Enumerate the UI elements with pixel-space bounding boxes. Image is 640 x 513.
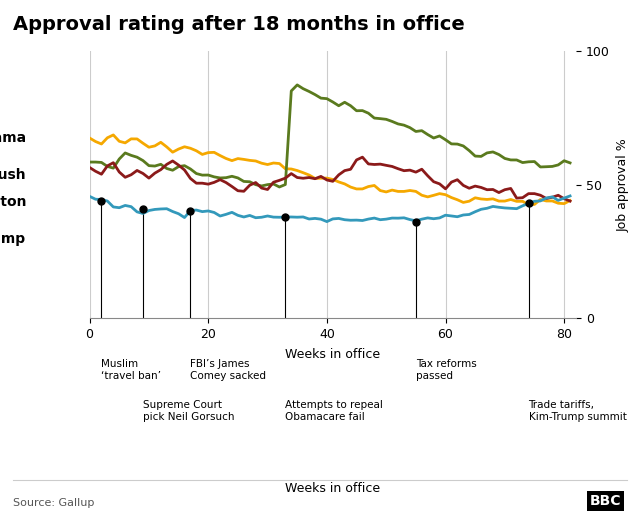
Text: Obama: Obama [0, 131, 26, 145]
Text: Trade tariffs,
Kim-Trump summit: Trade tariffs, Kim-Trump summit [529, 400, 627, 422]
Text: Supreme Court
pick Neil Gorsuch: Supreme Court pick Neil Gorsuch [143, 400, 234, 422]
Text: Clinton: Clinton [0, 195, 26, 209]
Text: Attempts to repeal
Obamacare fail: Attempts to repeal Obamacare fail [285, 400, 383, 422]
Text: BBC: BBC [589, 494, 621, 508]
Text: Approval rating after 18 months in office: Approval rating after 18 months in offic… [13, 15, 465, 34]
Text: Source: Gallup: Source: Gallup [13, 498, 94, 508]
X-axis label: Weeks in office: Weeks in office [285, 348, 380, 361]
Text: Tax reforms
passed: Tax reforms passed [416, 359, 477, 381]
Text: Muslim
‘travel ban’: Muslim ‘travel ban’ [102, 359, 161, 381]
Text: FBI’s James
Comey sacked: FBI’s James Comey sacked [191, 359, 266, 381]
Text: BBC: BBC [589, 494, 621, 508]
Y-axis label: Job approval %: Job approval % [616, 138, 630, 231]
Text: Weeks in office: Weeks in office [285, 483, 380, 496]
Text: Bush: Bush [0, 168, 26, 182]
Text: Trump: Trump [0, 232, 26, 246]
